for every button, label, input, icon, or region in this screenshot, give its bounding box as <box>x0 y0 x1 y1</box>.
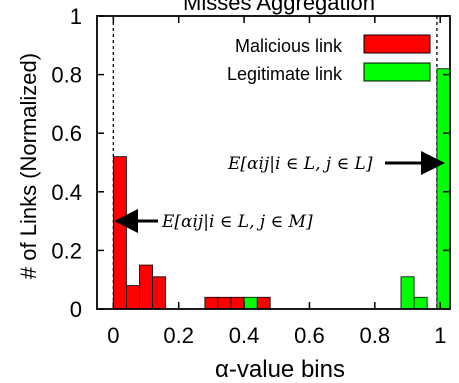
x-tick-label-1: 0.2 <box>163 323 194 348</box>
x-tick-label-5: 1 <box>434 323 446 348</box>
plot-frame <box>96 15 451 310</box>
malicious-bar-2 <box>139 264 153 310</box>
annotations: E[αij|i ∈ L, j ∈ M] E[αij|i ∈ L, j ∈ L] <box>114 151 445 233</box>
y-tick-label-0: 0 <box>70 297 82 322</box>
malicious-bar-5 <box>217 296 232 310</box>
y-ticks: 0 0.2 0.4 0.6 0.8 1 <box>51 4 450 322</box>
malicious-bar-1 <box>126 285 140 310</box>
annotation-legitimate-mean: E[αij|i ∈ L, j ∈ L] <box>227 154 373 174</box>
y-tick-label-1: 0.2 <box>51 238 82 263</box>
annotation-malicious-mean: E[αij|i ∈ L, j ∈ M] <box>161 212 313 232</box>
legitimate-bar-1 <box>400 276 415 310</box>
malicious-bar-4 <box>204 296 219 310</box>
partial-title-group: Misses Aggregation <box>183 0 375 15</box>
x-tick-label-2: 0.4 <box>229 323 260 348</box>
y-tick-label-5: 1 <box>70 4 82 29</box>
malicious-bar-7 <box>256 296 271 310</box>
legitimate-bar-2 <box>413 296 428 310</box>
malicious-bar-6 <box>230 296 245 310</box>
x-tick-label-4: 0.8 <box>360 323 391 348</box>
y-tick-label-2: 0.4 <box>51 180 82 205</box>
x-ticks: 0 0.2 0.4 0.6 0.8 1 <box>107 16 446 348</box>
legitimate-bar-3 <box>436 68 451 310</box>
legend-label-legitimate: Legitimate link <box>227 64 343 84</box>
axes <box>96 15 451 310</box>
y-tick-label-4: 0.8 <box>51 63 82 88</box>
x-tick-label-3: 0.6 <box>294 323 325 348</box>
malicious-bar-3 <box>152 276 167 310</box>
legend-swatch-malicious <box>363 34 431 54</box>
y-tick-label-3: 0.6 <box>51 121 82 146</box>
partial-title: Misses Aggregation <box>183 0 375 15</box>
malicious-bar-0 <box>112 156 127 310</box>
x-axis-label: α-value bins <box>215 356 345 383</box>
y-axis-label: # of Links (Normalized) <box>16 53 41 279</box>
legend-swatch-legitimate <box>363 62 431 82</box>
legend-label-malicious: Malicious link <box>235 36 343 56</box>
x-tick-label-0: 0 <box>107 323 119 348</box>
legend: Malicious link Legitimate link <box>227 34 431 84</box>
legitimate-bar-0 <box>243 296 258 310</box>
